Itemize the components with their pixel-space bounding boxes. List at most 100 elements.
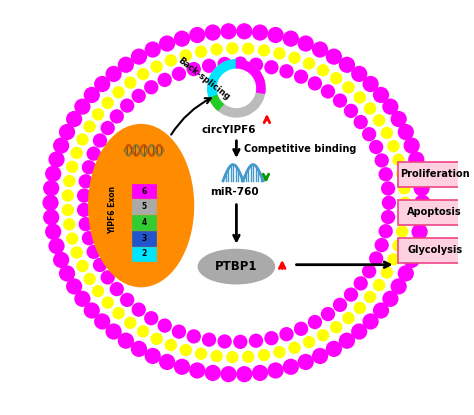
FancyBboxPatch shape <box>132 199 156 214</box>
Circle shape <box>120 293 134 307</box>
Text: 6: 6 <box>141 187 146 195</box>
Circle shape <box>84 87 100 103</box>
Circle shape <box>363 313 379 330</box>
Circle shape <box>379 224 393 238</box>
Circle shape <box>59 124 75 140</box>
FancyBboxPatch shape <box>398 238 474 263</box>
Circle shape <box>195 347 207 360</box>
Circle shape <box>157 318 172 333</box>
Circle shape <box>101 296 114 309</box>
Circle shape <box>373 303 389 319</box>
Circle shape <box>202 59 216 73</box>
Wedge shape <box>208 60 265 117</box>
Circle shape <box>362 264 376 278</box>
Circle shape <box>258 349 270 361</box>
Text: Competitive binding: Competitive binding <box>244 144 356 154</box>
Circle shape <box>74 291 91 307</box>
Circle shape <box>354 302 366 314</box>
Ellipse shape <box>198 249 274 284</box>
Circle shape <box>45 166 61 182</box>
Circle shape <box>45 224 61 240</box>
Text: circYIPF6: circYIPF6 <box>201 124 256 134</box>
Circle shape <box>118 57 134 73</box>
Circle shape <box>374 153 389 168</box>
Circle shape <box>150 332 163 345</box>
Circle shape <box>413 180 430 196</box>
Circle shape <box>279 64 294 78</box>
Circle shape <box>63 218 75 231</box>
Ellipse shape <box>89 124 193 287</box>
Text: PTBP1: PTBP1 <box>215 260 258 273</box>
Circle shape <box>294 322 308 336</box>
Circle shape <box>172 67 186 81</box>
Circle shape <box>159 35 175 51</box>
Circle shape <box>100 121 115 135</box>
Circle shape <box>83 120 96 133</box>
Circle shape <box>267 27 283 43</box>
Circle shape <box>398 182 410 195</box>
Circle shape <box>195 46 207 58</box>
Circle shape <box>137 68 149 80</box>
Circle shape <box>48 238 64 254</box>
Circle shape <box>77 188 91 203</box>
FancyBboxPatch shape <box>132 184 156 198</box>
Circle shape <box>53 137 69 154</box>
Circle shape <box>218 334 232 349</box>
Circle shape <box>252 24 268 41</box>
Circle shape <box>82 160 96 174</box>
Circle shape <box>187 329 201 344</box>
Circle shape <box>132 89 146 103</box>
Circle shape <box>83 273 96 285</box>
Text: Glycolysis: Glycolysis <box>407 245 462 255</box>
Circle shape <box>226 351 238 363</box>
Circle shape <box>398 124 414 140</box>
Circle shape <box>42 195 59 211</box>
Circle shape <box>159 354 175 370</box>
Circle shape <box>180 344 192 356</box>
Circle shape <box>106 323 122 339</box>
Circle shape <box>264 60 279 74</box>
Circle shape <box>145 348 161 364</box>
Circle shape <box>249 334 263 348</box>
Circle shape <box>342 312 355 325</box>
Circle shape <box>326 49 342 65</box>
Circle shape <box>303 57 315 70</box>
Circle shape <box>112 307 125 320</box>
Circle shape <box>205 365 221 381</box>
FancyBboxPatch shape <box>132 247 156 261</box>
Circle shape <box>242 351 255 363</box>
Circle shape <box>93 258 107 272</box>
Circle shape <box>92 108 104 120</box>
Circle shape <box>252 365 268 381</box>
Circle shape <box>165 339 177 351</box>
Circle shape <box>71 247 83 259</box>
Circle shape <box>82 231 96 245</box>
Circle shape <box>218 69 255 107</box>
Circle shape <box>399 197 411 209</box>
Circle shape <box>273 346 286 358</box>
Circle shape <box>381 210 395 224</box>
Circle shape <box>258 44 270 56</box>
Text: miR-760: miR-760 <box>210 188 259 198</box>
Circle shape <box>354 276 368 290</box>
Circle shape <box>342 81 355 93</box>
Circle shape <box>187 62 201 76</box>
Circle shape <box>392 154 405 166</box>
Circle shape <box>369 140 383 154</box>
Circle shape <box>94 76 110 92</box>
Text: Proliferation: Proliferation <box>400 169 469 179</box>
Circle shape <box>66 278 82 295</box>
Circle shape <box>279 327 294 341</box>
Circle shape <box>43 180 59 196</box>
Circle shape <box>202 332 216 347</box>
Circle shape <box>79 217 93 231</box>
Circle shape <box>242 42 255 55</box>
Circle shape <box>351 66 367 82</box>
Ellipse shape <box>93 73 380 333</box>
Circle shape <box>308 76 322 90</box>
Circle shape <box>112 86 125 98</box>
Text: YIPF6 Exon: YIPF6 Exon <box>108 186 117 234</box>
Circle shape <box>364 291 376 303</box>
Circle shape <box>267 362 283 378</box>
Circle shape <box>220 23 237 39</box>
